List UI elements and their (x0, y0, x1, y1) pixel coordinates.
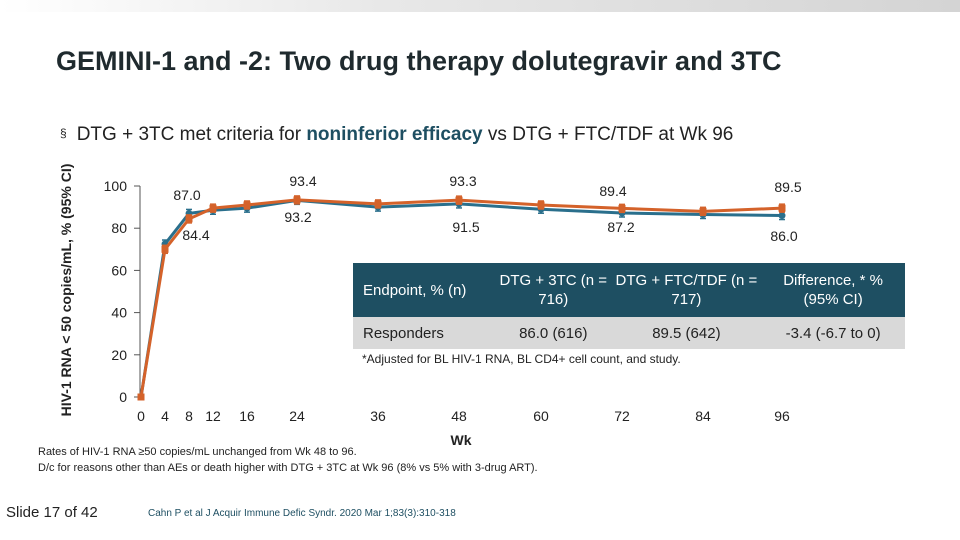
table-header-cell: DTG + 3TC (n = 716) (495, 263, 612, 317)
bullet-highlight: noninferior efficacy (306, 124, 483, 145)
data-label: 91.5 (452, 219, 479, 235)
table-header-cell: Difference, * % (95% CI) (761, 263, 905, 317)
data-label: 93.4 (289, 173, 316, 189)
data-point (161, 245, 169, 253)
table-cell: 86.0 (616) (495, 317, 612, 349)
data-label: 84.4 (182, 227, 209, 243)
slide-number: Slide 17 of 42 (6, 504, 98, 521)
data-point (455, 196, 463, 204)
bullet-point: § DTG + 3TC met criteria for noninferior … (60, 124, 733, 146)
x-tick-label: 96 (774, 408, 790, 424)
citation: Cahn P et al J Acquir Immune Defic Syndr… (148, 508, 456, 519)
y-tick-label: 0 (119, 389, 127, 405)
data-point (537, 201, 545, 209)
table-header-cell: DTG + FTC/TDF (n = 717) (611, 263, 762, 317)
bullet-text-pre: DTG + 3TC met criteria for (76, 124, 307, 145)
y-tick-label: 40 (111, 305, 127, 321)
data-point (209, 204, 217, 212)
data-point (778, 212, 786, 220)
x-tick-label: 8 (185, 408, 193, 424)
note-line: D/c for reasons other than AEs or death … (38, 462, 538, 474)
data-point (699, 207, 707, 215)
data-label: 93.2 (284, 209, 311, 225)
x-tick-label: 84 (695, 408, 711, 424)
results-table: Endpoint, % (n) DTG + 3TC (n = 716) DTG … (353, 263, 905, 349)
x-tick-label: 0 (137, 408, 145, 424)
x-tick-label: 16 (239, 408, 255, 424)
x-tick-label: 24 (289, 408, 305, 424)
notes: Rates of HIV-1 RNA ≥50 copies/mL unchang… (38, 444, 538, 476)
data-point (243, 201, 251, 209)
table-footnote: *Adjusted for BL HIV-1 RNA, BL CD4+ cell… (362, 352, 681, 366)
data-point (618, 204, 626, 212)
table-header-row: Endpoint, % (n) DTG + 3TC (n = 716) DTG … (353, 263, 905, 317)
y-tick-label: 100 (104, 178, 128, 194)
data-label: 89.5 (774, 179, 801, 195)
data-label: 93.3 (449, 173, 476, 189)
series-line (139, 198, 783, 398)
data-label: 89.4 (599, 183, 626, 199)
y-tick-label: 60 (111, 262, 127, 278)
x-tick-label: 72 (614, 408, 630, 424)
note-line: Rates of HIV-1 RNA ≥50 copies/mL unchang… (38, 446, 357, 458)
table-cell: Responders (353, 317, 495, 349)
x-axis-title: Wk (451, 432, 472, 448)
data-point (778, 204, 786, 212)
bullet-text-post: vs DTG + FTC/TDF at Wk 96 (482, 124, 734, 145)
y-axis-title: HIV-1 RNA < 50 copies/mL, % (95% CI) (58, 164, 74, 417)
table-cell: 89.5 (642) (611, 317, 762, 349)
data-point (374, 200, 382, 208)
x-tick-label: 4 (161, 408, 169, 424)
x-tick-label: 12 (205, 408, 221, 424)
table-header-cell: Endpoint, % (n) (353, 263, 495, 317)
data-label: 87.2 (607, 219, 634, 235)
data-label: 86.0 (770, 228, 797, 244)
data-label: 87.0 (173, 187, 200, 203)
x-tick-label: 48 (451, 408, 467, 424)
x-tick-label: 60 (533, 408, 549, 424)
table-row: Responders 86.0 (616) 89.5 (642) -3.4 (-… (353, 317, 905, 349)
series-line (139, 198, 783, 398)
data-point (137, 393, 145, 401)
data-point (185, 215, 193, 223)
data-point (293, 196, 301, 204)
y-tick-label: 20 (111, 347, 127, 363)
bullet-square-icon: § (60, 126, 67, 140)
x-tick-label: 36 (370, 408, 386, 424)
table-cell: -3.4 (-6.7 to 0) (761, 317, 905, 349)
y-tick-label: 80 (111, 220, 127, 236)
top-gradient-bar (0, 0, 960, 12)
slide-title: GEMINI-1 and -2: Two drug therapy dolute… (56, 46, 782, 76)
